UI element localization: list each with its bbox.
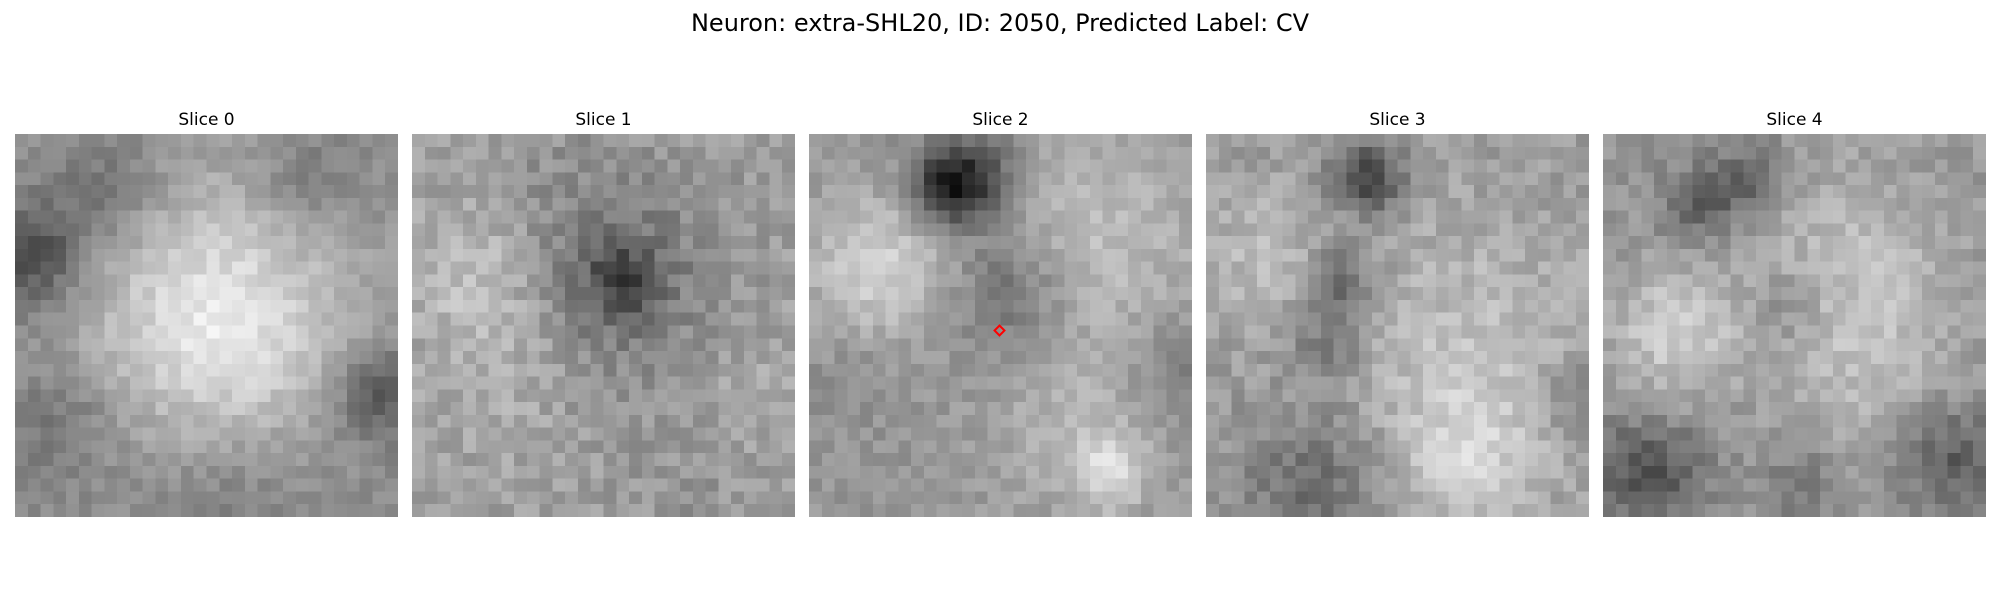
slice-title: Slice 2 — [972, 110, 1029, 130]
slice-title: Slice 3 — [1369, 110, 1426, 130]
slice-title: Slice 4 — [1766, 110, 1823, 130]
slice-title: Slice 0 — [178, 110, 235, 130]
slice-image-2 — [809, 134, 1192, 517]
slice-image-0 — [15, 134, 398, 517]
slice-image-3 — [1206, 134, 1589, 517]
slice-image-1 — [412, 134, 795, 517]
slice-title: Slice 1 — [575, 110, 632, 130]
figure-title: Neuron: extra-SHL20, ID: 2050, Predicted… — [690, 9, 1310, 37]
slice-image-4 — [1603, 134, 1986, 517]
